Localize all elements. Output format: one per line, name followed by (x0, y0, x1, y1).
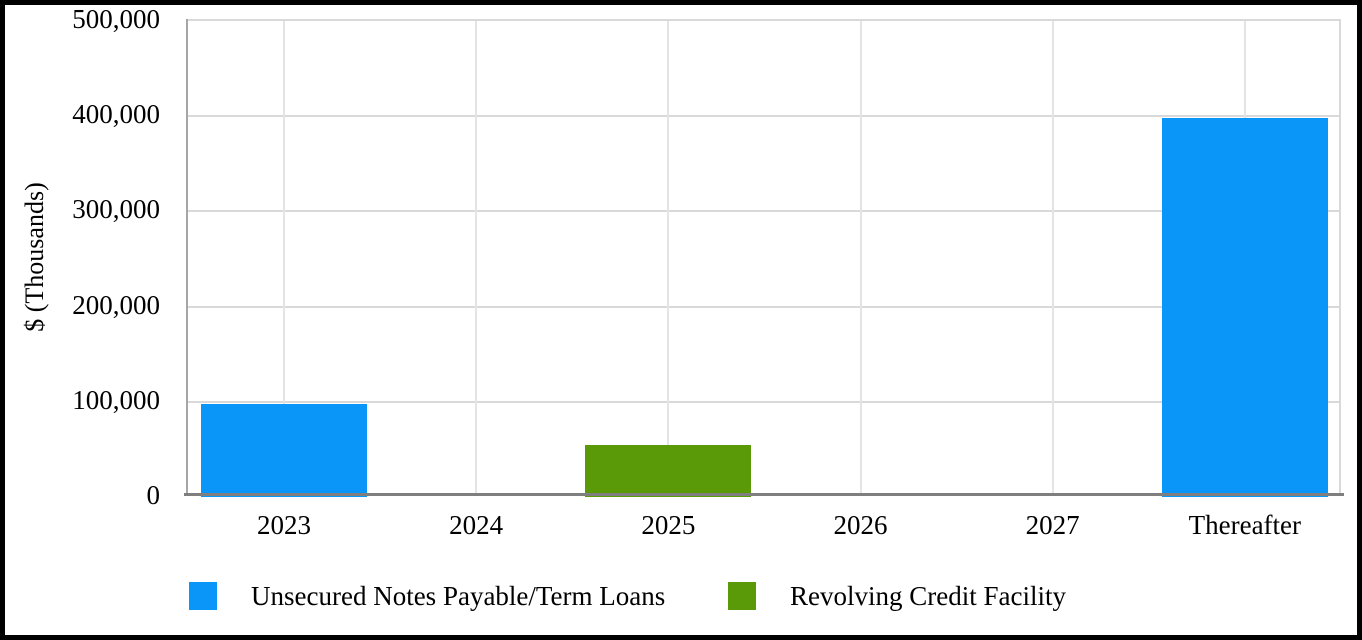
x-tick-label-2027: 2027 (1025, 510, 1080, 540)
bar-revolving-credit-2025 (585, 444, 752, 497)
x-tick-label-2025: 2025 (641, 510, 696, 540)
y-tick-label-500-000: 500,000 (72, 4, 160, 34)
chart-canvas: $ (Thousands) 0 100,000 200,000 300,000 400,… (5, 5, 1357, 635)
x-axis-line (184, 493, 1344, 496)
gridline-v-2025 (667, 21, 670, 495)
y-tick-label-0: 0 (146, 480, 161, 510)
bar-unsecured-notes-thereafter (1161, 118, 1328, 497)
gridline-h-200-000 (188, 305, 1339, 308)
legend-swatch-revolving-credit (728, 582, 756, 610)
legend-label-unsecured-notes: Unsecured Notes Payable/Term Loans (251, 581, 666, 611)
y-axis-line (186, 19, 188, 495)
gridline-v-2023 (283, 21, 286, 495)
x-tick-label-thereafter: Thereafter (1188, 510, 1302, 540)
gridline-v-2024 (475, 21, 478, 495)
y-tick-label-300-000: 300,000 (72, 194, 160, 225)
plot-area (188, 19, 1341, 497)
gridline-v-2026 (859, 21, 862, 495)
y-tick-label-100-000: 100,000 (72, 384, 160, 415)
gridline-v-2027 (1051, 21, 1054, 495)
bar-unsecured-notes-2023 (201, 403, 368, 497)
x-tick-label-2024: 2024 (449, 510, 504, 540)
chart-legend: Unsecured Notes Payable/Term Loans Revol… (5, 580, 1357, 614)
legend-label-revolving-credit: Revolving Credit Facility (790, 581, 1066, 611)
x-tick-label-2026: 2026 (833, 510, 888, 540)
y-tick-label-400-000: 400,000 (72, 99, 160, 130)
gridline-h-100-000 (188, 400, 1339, 403)
x-tick-label-2023: 2023 (257, 510, 311, 540)
gridline-h-300-000 (188, 210, 1339, 213)
gridline-h-400-000 (188, 115, 1339, 118)
legend-swatch-unsecured-notes (189, 582, 217, 610)
y-tick-label-200-000: 200,000 (72, 289, 160, 320)
